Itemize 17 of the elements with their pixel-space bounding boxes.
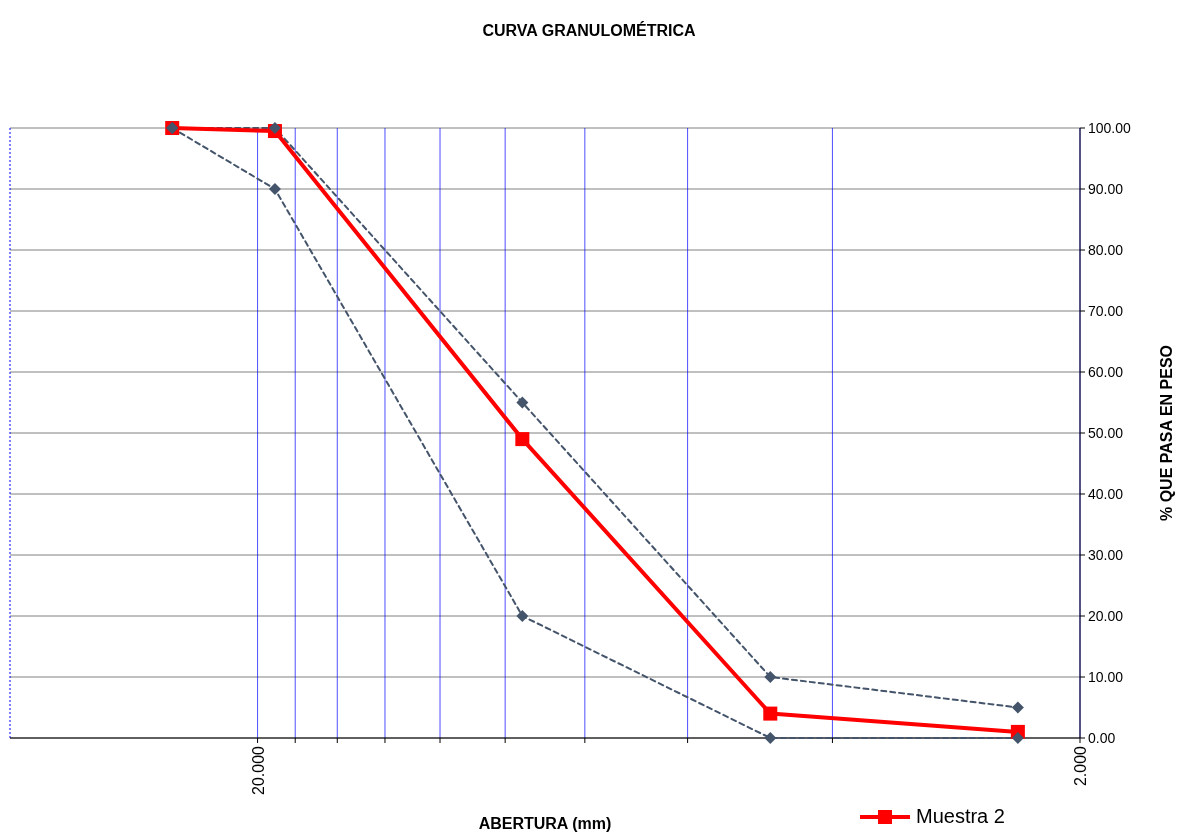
chart-title: CURVA GRANULOMÉTRICA xyxy=(482,21,696,39)
y-tick-label: 20.00 xyxy=(1088,608,1124,624)
y-tick-label: 70.00 xyxy=(1088,303,1124,319)
y-axis-title: % QUE PASA EN PESO xyxy=(1158,344,1175,522)
y-tick-label: 50.00 xyxy=(1088,425,1124,441)
y-tick-label: 40.00 xyxy=(1088,486,1124,502)
y-tick-label: 100.00 xyxy=(1088,120,1132,136)
y-tick-label: 0.00 xyxy=(1088,730,1116,746)
x-axis-title: ABERTURA (mm) xyxy=(478,815,612,832)
legend-label: Muestra 2 xyxy=(916,805,1005,827)
y-tick-label: 30.00 xyxy=(1088,547,1124,563)
y-tick-label: 10.00 xyxy=(1088,669,1124,685)
y-tick-label: 80.00 xyxy=(1088,242,1124,258)
y-tick-label: 90.00 xyxy=(1088,181,1124,197)
x-tick-label: 20.000 xyxy=(249,745,267,795)
x-tick-label: 2.000 xyxy=(1072,745,1089,787)
y-tick-label: 60.00 xyxy=(1088,364,1124,380)
